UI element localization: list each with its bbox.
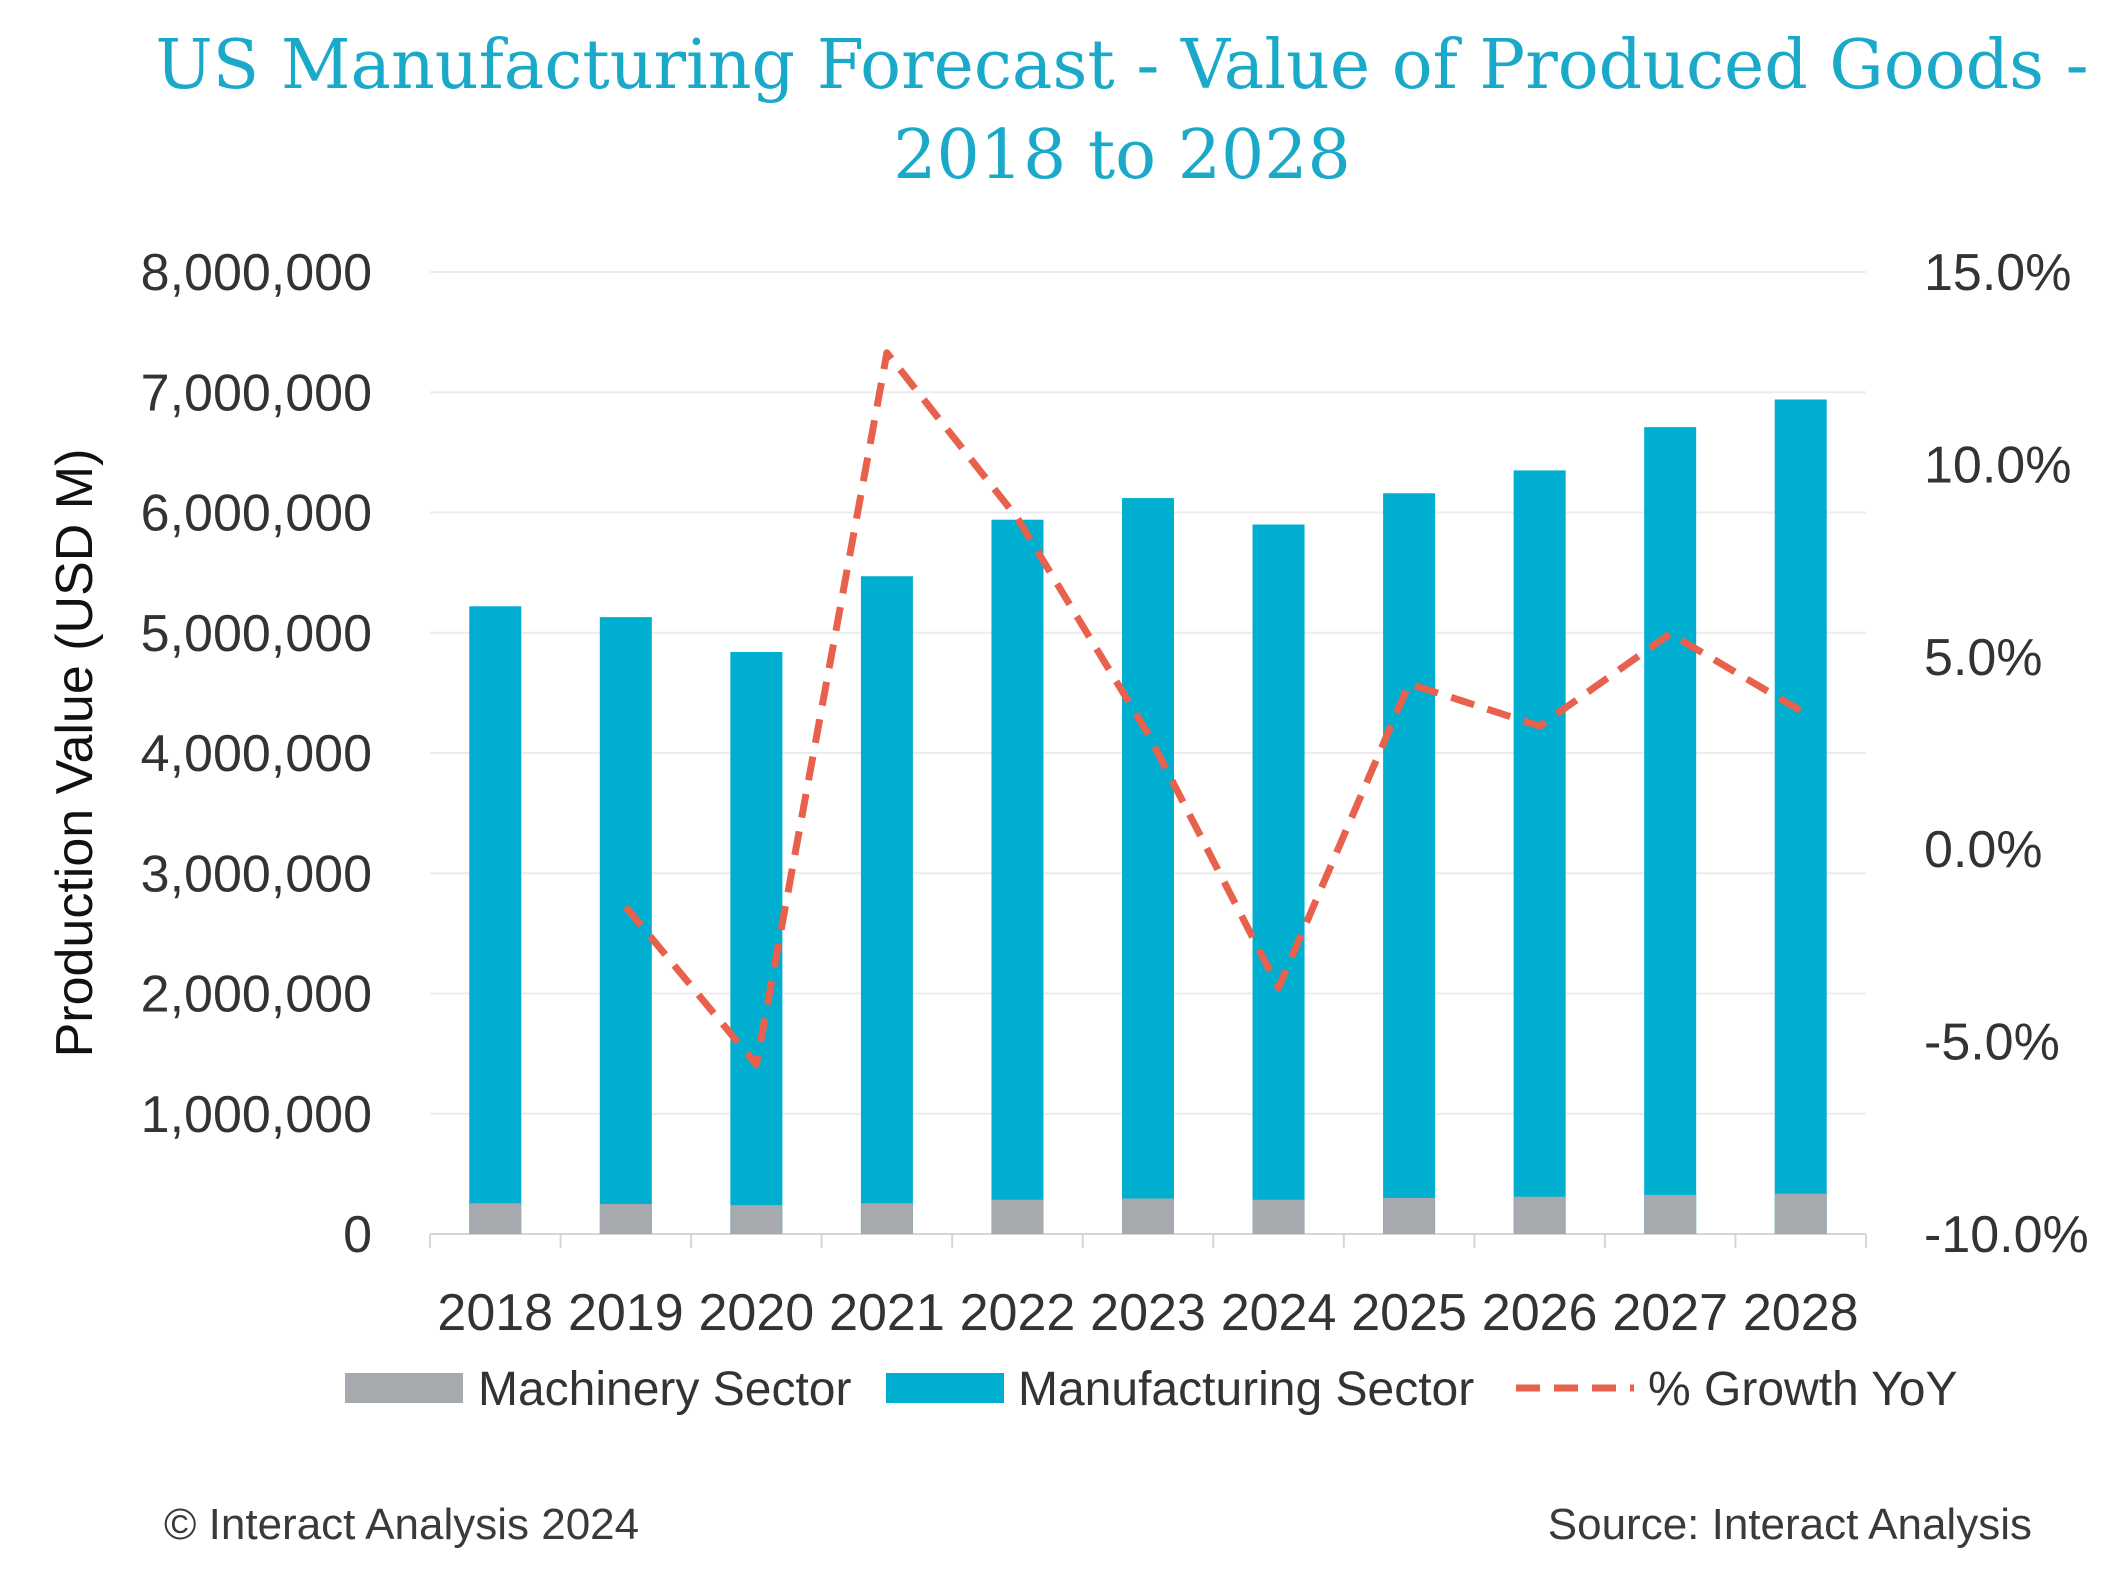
x-tick-label: 2027 (1612, 1284, 1728, 1342)
y2-tick-label: 5.0% (1924, 629, 2043, 687)
y-tick-label: 1,000,000 (141, 1086, 372, 1144)
bar-machinery-2018 (469, 1203, 522, 1234)
legend-label-machinery: Machinery Sector (478, 1363, 851, 1416)
bar-machinery-2022 (991, 1199, 1044, 1234)
legend-swatch-manufacturing (886, 1373, 1004, 1403)
x-tick-label: 2023 (1090, 1284, 1206, 1342)
x-tick-label: 2025 (1351, 1284, 1467, 1342)
chart-title-line-2: 2018 to 2028 (893, 116, 1351, 195)
x-tick-label: 2021 (829, 1284, 945, 1342)
y2-tick-label: -5.0% (1924, 1014, 2060, 1072)
bar-machinery-2021 (860, 1203, 913, 1234)
bar-manufacturing-2027 (1644, 427, 1697, 1234)
y-tick-label: 8,000,000 (141, 244, 372, 302)
growth-line (623, 349, 1803, 1069)
bar-manufacturing-2019 (599, 617, 652, 1234)
x-tick-label: 2024 (1221, 1284, 1337, 1342)
bar-machinery-2026 (1513, 1196, 1566, 1234)
chart-title-line-1: US Manufacturing Forecast - Value of Pro… (155, 26, 2088, 105)
bar-machinery-2019 (599, 1203, 652, 1234)
y-tick-label: 3,000,000 (141, 845, 372, 903)
legend-swatch-machinery (345, 1373, 463, 1403)
bar-manufacturing-2023 (1122, 498, 1174, 1234)
x-tick-label: 2018 (437, 1284, 553, 1342)
legend-label-manufacturing: Manufacturing Sector (1018, 1363, 1474, 1416)
bar-machinery-2020 (730, 1205, 783, 1234)
y2-tick-label: 15.0% (1924, 244, 2071, 302)
y-tick-label: 6,000,000 (141, 485, 372, 543)
bar-manufacturing-2022 (991, 519, 1044, 1234)
bar-manufacturing-2026 (1513, 470, 1566, 1235)
y-tick-label: 0 (343, 1206, 372, 1264)
copyright-text: © Interact Analysis 2024 (164, 1500, 640, 1549)
bar-manufacturing-2018 (469, 606, 522, 1234)
bar-machinery-2025 (1383, 1197, 1436, 1234)
bar-manufacturing-2025 (1383, 493, 1436, 1234)
bar-manufacturing-2024 (1252, 524, 1305, 1234)
source-text: Source: Interact Analysis (1547, 1500, 2032, 1549)
bar-machinery-2027 (1644, 1194, 1697, 1234)
y2-tick-label: 0.0% (1924, 821, 2043, 879)
y-tick-label: 5,000,000 (141, 605, 372, 663)
x-tick-label: 2019 (568, 1284, 684, 1342)
bar-machinery-2024 (1252, 1199, 1305, 1234)
y-tick-label: 2,000,000 (141, 966, 372, 1024)
bar-manufacturing-2028 (1774, 399, 1827, 1235)
y-tick-label: 4,000,000 (141, 725, 372, 783)
x-tick-label: 2020 (699, 1284, 815, 1342)
y-tick-label: 7,000,000 (141, 364, 372, 422)
y2-tick-label: -10.0% (1924, 1206, 2089, 1264)
x-tick-label: 2022 (960, 1284, 1076, 1342)
bar-machinery-2023 (1122, 1198, 1174, 1234)
y2-tick-label: 10.0% (1924, 436, 2071, 494)
bar-manufacturing-2020 (730, 651, 783, 1234)
y-axis-label: Production Value (USD M) (46, 449, 104, 1058)
bar-machinery-2028 (1774, 1193, 1827, 1234)
bar-manufacturing-2021 (860, 576, 913, 1234)
x-tick-label: 2028 (1743, 1284, 1859, 1342)
x-tick-label: 2026 (1482, 1284, 1598, 1342)
legend-label-growth: % Growth YoY (1648, 1363, 1958, 1416)
